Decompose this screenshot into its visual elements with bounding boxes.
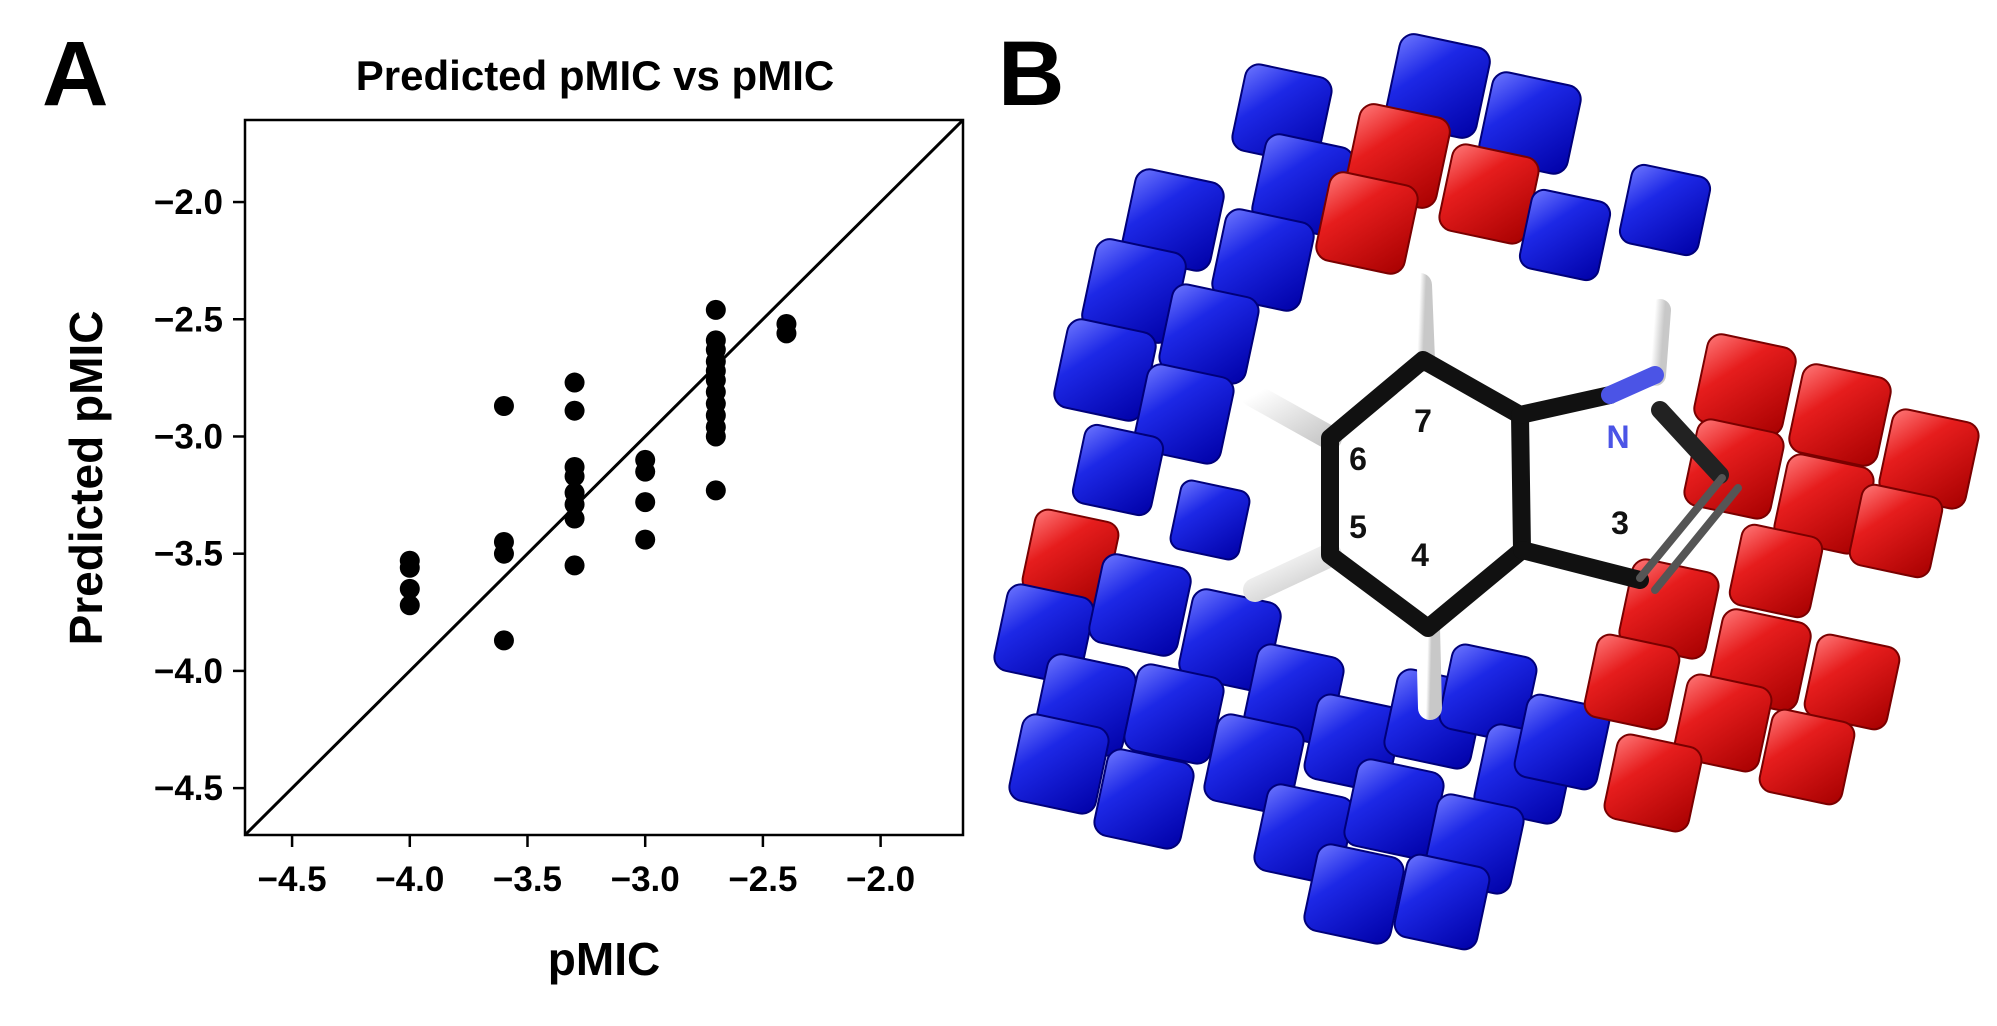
red-contour-cube [1603,733,1703,833]
data-point [493,543,514,564]
data-point [399,578,420,599]
x-tick-label: −4.5 [258,860,327,899]
y-tick-label: −4.5 [154,769,223,808]
data-point [399,595,420,616]
bond-h4 [1416,616,1442,720]
red-contour-cube [1788,363,1892,467]
blue-contour-cube [1618,163,1712,257]
bond-c7a-n [1511,386,1619,424]
red-contour-cube [1758,708,1856,806]
bond-n [1601,366,1664,404]
data-point [635,461,656,482]
data-point [564,494,585,515]
aromatic-inner-3 [1426,542,1505,608]
data-point [705,426,726,447]
x-tick-label: −2.5 [728,860,797,899]
blue-contour-cube [1088,553,1192,657]
x-tick-label: −3.5 [493,860,562,899]
x-tick-label: −3.0 [611,860,680,899]
blue-contour-cube [1518,188,1612,282]
data-point [564,466,585,487]
aromatic-inner-1 [1419,380,1506,430]
panel-label-b: B [998,23,1065,125]
atom-label-7: 7 [1414,403,1432,439]
atom-label-5: 5 [1349,509,1367,545]
molecule-bonds [1241,273,1742,720]
blue-contour-cube [1393,853,1491,951]
scatter-chart: Predicted pMIC vs pMIC −4.5 −4.0 −3.5 −3.0−… [60,52,965,985]
x-tick-label: −4.0 [375,860,444,899]
red-contour-cube [1728,523,1824,619]
bond-n-c2 [1651,401,1729,484]
x-axis: −4.5 −4.0 −3.5 −3.0 −2.5 −2.0 [258,835,915,899]
x-tick-label: −2.0 [846,860,915,899]
blue-contour-cube [1513,693,1611,791]
blue-contour-cube [1303,843,1405,945]
atom-label-4: 4 [1411,537,1429,573]
blue-contour-cube [1169,479,1251,561]
bond-c3-c2-a [1636,474,1726,582]
data-point [493,396,514,416]
bond-c3a-c3 [1513,541,1649,589]
red-contour-cube [1315,171,1419,275]
panel-label-a: A [42,23,109,125]
chart-title: Predicted pMIC vs pMIC [356,52,834,99]
blue-contour-cube [1123,663,1225,765]
data-point [705,480,726,501]
data-point [564,555,585,576]
atom-labels: 7 6 5 4 3 N [1349,403,1629,573]
data-point [564,372,585,393]
bond-hn [1644,299,1671,386]
y-axis-label: Predicted pMIC [60,311,112,646]
plot-frame [243,118,965,837]
atom-label-6: 6 [1349,441,1367,477]
data-point [635,492,656,513]
blue-contour-cube [1071,423,1165,517]
atom-label-n: N [1606,419,1629,455]
bond-c3-c2-b [1651,484,1742,594]
data-point [399,557,420,578]
blue-contour-cube [1008,713,1110,815]
bond-h6 [1241,383,1342,450]
identity-line [245,120,963,835]
red-contour-cube [1583,633,1681,731]
data-point [705,299,726,320]
data-point [564,508,585,529]
x-axis-label: pMIC [548,933,660,985]
y-tick-label: −3.0 [154,417,223,456]
y-tick-label: −2.5 [154,300,223,339]
blue-contour-cube [1093,748,1195,850]
y-tick-label: −4.0 [154,652,223,691]
data-point [635,529,656,550]
y-tick-label: −3.5 [154,535,223,574]
red-contour-cube [1673,673,1773,773]
data-point [564,400,585,421]
bond-h7 [1408,273,1435,372]
atom-label-3: 3 [1611,505,1629,541]
data-point [493,630,514,651]
benzene-ring [1321,351,1531,637]
data-points [399,299,797,651]
bond-h5 [1243,543,1342,602]
contour-cubes [993,33,1980,951]
data-point [776,323,797,344]
y-axis: −2.0 −2.5 −3.0 −3.5 −4.0 −4.5 [154,183,245,808]
red-contour-cube [1848,483,1944,579]
y-tick-label: −2.0 [154,183,223,222]
